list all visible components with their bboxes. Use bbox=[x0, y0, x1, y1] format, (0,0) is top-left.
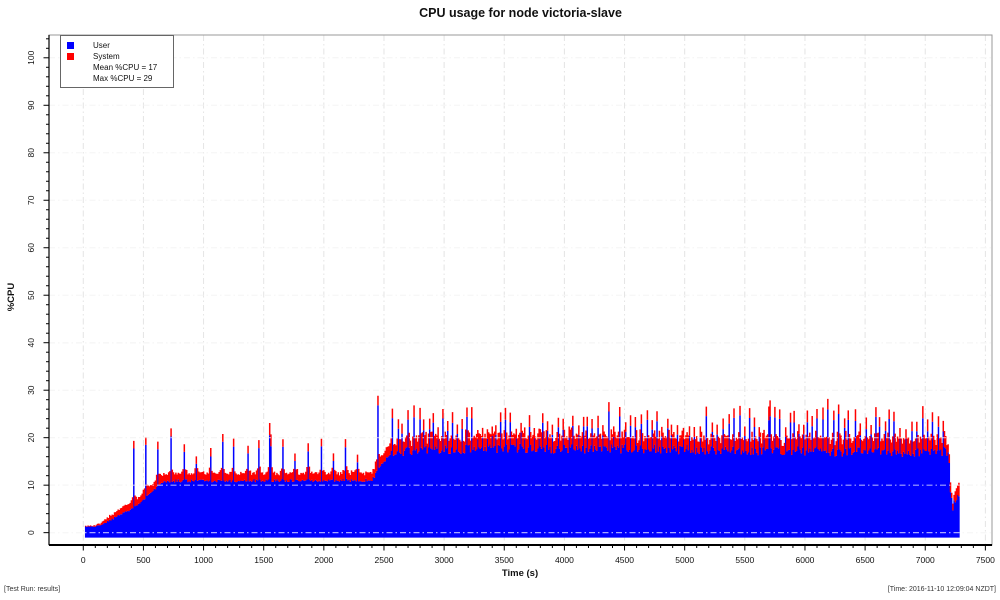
legend-row-user: User bbox=[61, 40, 173, 51]
legend: User System Mean %CPU = 17 Max %CPU = 29 bbox=[60, 35, 174, 88]
svg-text:2000: 2000 bbox=[314, 555, 333, 565]
svg-text:6000: 6000 bbox=[795, 555, 814, 565]
system-series-swatch bbox=[67, 53, 74, 60]
footer-timestamp: [Time: 2016-11-10 12:09:04 NZDT] bbox=[887, 586, 996, 593]
svg-text:80: 80 bbox=[26, 148, 36, 158]
x-axis-label: Time (s) bbox=[501, 568, 539, 579]
legend-label-user: User bbox=[93, 41, 110, 50]
legend-label-system: System bbox=[93, 52, 120, 61]
svg-text:6500: 6500 bbox=[856, 555, 875, 565]
svg-text:4000: 4000 bbox=[555, 555, 574, 565]
svg-text:500: 500 bbox=[136, 555, 150, 565]
svg-text:5000: 5000 bbox=[675, 555, 694, 565]
svg-text:7500: 7500 bbox=[976, 555, 995, 565]
svg-text:10: 10 bbox=[26, 480, 36, 490]
user-series-swatch bbox=[67, 42, 74, 49]
svg-text:20: 20 bbox=[26, 433, 36, 443]
svg-text:50: 50 bbox=[26, 290, 36, 300]
svg-text:30: 30 bbox=[26, 385, 36, 395]
svg-text:5500: 5500 bbox=[735, 555, 754, 565]
svg-text:1500: 1500 bbox=[254, 555, 273, 565]
legend-max-cpu: Max %CPU = 29 bbox=[93, 74, 153, 83]
chart-title: CPU usage for node victoria-slave bbox=[419, 6, 622, 20]
svg-text:2500: 2500 bbox=[375, 555, 394, 565]
svg-text:0: 0 bbox=[81, 555, 86, 565]
svg-text:3500: 3500 bbox=[495, 555, 514, 565]
legend-row-system: System bbox=[61, 51, 173, 62]
legend-mean-cpu: Mean %CPU = 17 bbox=[93, 63, 158, 72]
svg-text:100: 100 bbox=[26, 50, 36, 64]
svg-text:70: 70 bbox=[26, 195, 36, 205]
svg-text:40: 40 bbox=[26, 338, 36, 348]
svg-text:60: 60 bbox=[26, 243, 36, 253]
legend-row-mean: Mean %CPU = 17 bbox=[61, 62, 173, 73]
svg-text:90: 90 bbox=[26, 100, 36, 110]
footer-test-run: [Test Run: results] bbox=[4, 586, 61, 593]
svg-text:7000: 7000 bbox=[916, 555, 935, 565]
y-axis-label: %CPU bbox=[6, 282, 17, 312]
svg-text:1000: 1000 bbox=[194, 555, 213, 565]
svg-text:0: 0 bbox=[26, 530, 36, 535]
svg-text:4500: 4500 bbox=[615, 555, 634, 565]
legend-row-max: Max %CPU = 29 bbox=[61, 73, 173, 84]
svg-text:3000: 3000 bbox=[435, 555, 454, 565]
